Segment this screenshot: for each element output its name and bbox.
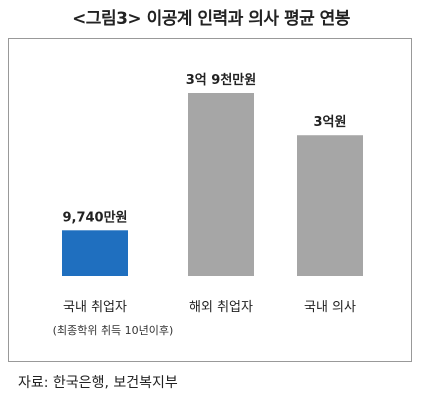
data-label-3: 3억원 [314, 115, 347, 130]
category-label-1: 국내 취업자 [63, 300, 127, 315]
data-label-1: 9,740만원 [62, 209, 127, 225]
source-note: 자료: 한국은행, 보건복지부 [18, 375, 178, 391]
bar-1 [62, 230, 128, 276]
bar-2 [188, 93, 254, 276]
bar-3 [297, 135, 363, 276]
data-label-2: 3억 9천만원 [186, 72, 256, 88]
category-note: (최종학위 취득 10년이후) [53, 324, 174, 337]
chart-title: <그림3> 이공계 인력과 의사 평균 연봉 [72, 9, 350, 29]
category-label-3: 국내 의사 [304, 300, 356, 315]
category-label-2: 해외 취업자 [189, 300, 253, 315]
